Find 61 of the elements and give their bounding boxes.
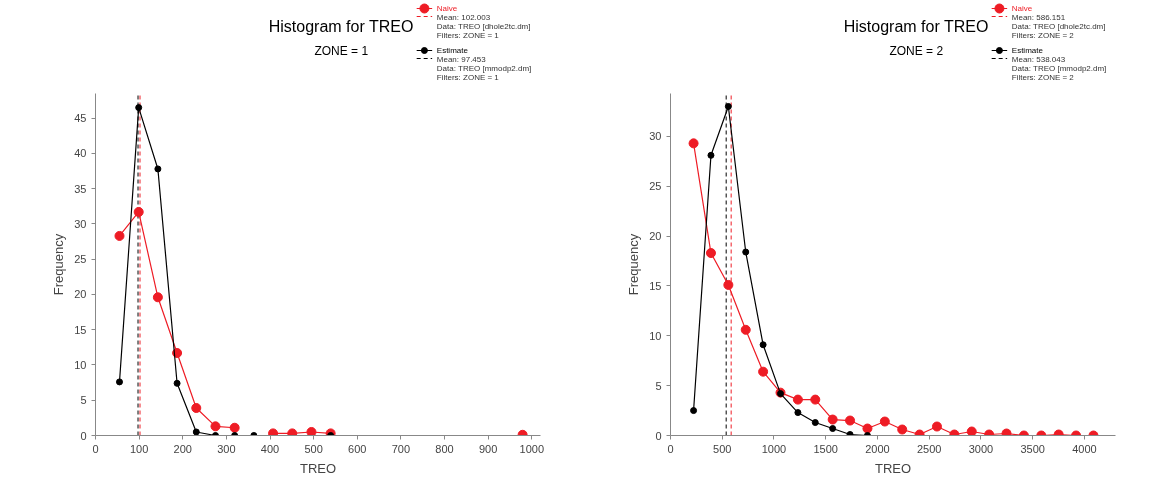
x-tick-label: 900 xyxy=(478,442,498,455)
text: Data: TREO [mmodp2.dm] xyxy=(1011,64,1107,73)
text: Filters: ZONE = 1 xyxy=(436,31,500,40)
y-tick-label: 5 xyxy=(80,394,87,407)
text: Data: TREO [mmodp2.dm] xyxy=(436,64,532,73)
legend-label: Estimate xyxy=(1011,46,1044,55)
y-tick-label: 15 xyxy=(649,279,662,292)
chart-subtitle: ZONE = 2 xyxy=(889,43,944,58)
text: Data: TREO [dhole2tc.dm] xyxy=(436,22,531,31)
text: Data: TREO [dhole2tc.dm] xyxy=(1011,22,1106,31)
chart-subtitle: ZONE = 1 xyxy=(314,43,369,58)
legend-label: Mean: 538.043 xyxy=(1011,55,1066,64)
x-tick-label: 1500 xyxy=(813,442,838,455)
y-tick-label: 35 xyxy=(74,182,87,195)
text: Filters: ZONE = 2 xyxy=(1011,31,1075,40)
y-tick-label: 20 xyxy=(649,230,662,243)
y-tick-label: 25 xyxy=(649,180,662,193)
x-tick-label: 2000 xyxy=(865,442,890,455)
x-tick-label: 3500 xyxy=(1020,442,1045,455)
y-tick-label: 10 xyxy=(74,358,87,371)
x-tick-label: 300 xyxy=(217,442,236,455)
x-tick-label: 500 xyxy=(304,442,323,455)
y-axis-title: Frequency xyxy=(626,233,642,296)
x-tick-label: 500 xyxy=(713,442,732,455)
x-tick-label: 0 xyxy=(92,442,99,455)
y-tick-label: 0 xyxy=(655,429,662,442)
x-tick-label: 1000 xyxy=(761,442,787,455)
legend-label: Naive xyxy=(436,4,458,13)
x-tick-label: 3000 xyxy=(968,442,994,455)
x-tick-label: 400 xyxy=(260,442,280,455)
x-tick-label: 0 xyxy=(667,442,674,455)
legend-label: Mean: 102.003 xyxy=(436,13,491,22)
chart-title: Histogram for TREO xyxy=(843,18,989,35)
y-axis-title: Frequency xyxy=(51,233,67,296)
y-tick-label: 30 xyxy=(649,130,662,143)
legend-label: Estimate xyxy=(436,46,469,55)
y-tick-label: 0 xyxy=(80,429,87,442)
x-tick-label: 2500 xyxy=(916,442,942,455)
x-tick-label: 4000 xyxy=(1072,442,1097,455)
y-tick-label: 15 xyxy=(74,323,87,336)
x-tick-label: 600 xyxy=(348,442,367,455)
legend-label: Mean: 97.453 xyxy=(436,55,487,64)
text: Filters: ZONE = 2 xyxy=(1011,73,1075,82)
y-tick-label: 20 xyxy=(74,288,87,301)
legend-label: Mean: 586.151 xyxy=(1011,13,1066,22)
chart-title: Histogram for TREO xyxy=(268,18,414,35)
x-tick-label: 1000 xyxy=(519,442,545,455)
y-tick-label: 5 xyxy=(655,379,662,392)
x-axis-title: TREO xyxy=(874,460,912,476)
x-tick-label: 100 xyxy=(129,442,149,455)
y-tick-label: 45 xyxy=(74,112,87,125)
x-tick-label: 700 xyxy=(391,442,411,455)
y-tick-label: 10 xyxy=(649,329,662,342)
text: Filters: ZONE = 1 xyxy=(436,73,500,82)
x-tick-label: 200 xyxy=(173,442,192,455)
y-tick-label: 40 xyxy=(74,147,87,160)
legend-label: Naive xyxy=(1011,4,1033,13)
x-axis-title: TREO xyxy=(299,460,337,476)
y-tick-label: 30 xyxy=(74,217,87,230)
x-tick-label: 800 xyxy=(435,442,454,455)
y-tick-label: 25 xyxy=(74,253,87,266)
